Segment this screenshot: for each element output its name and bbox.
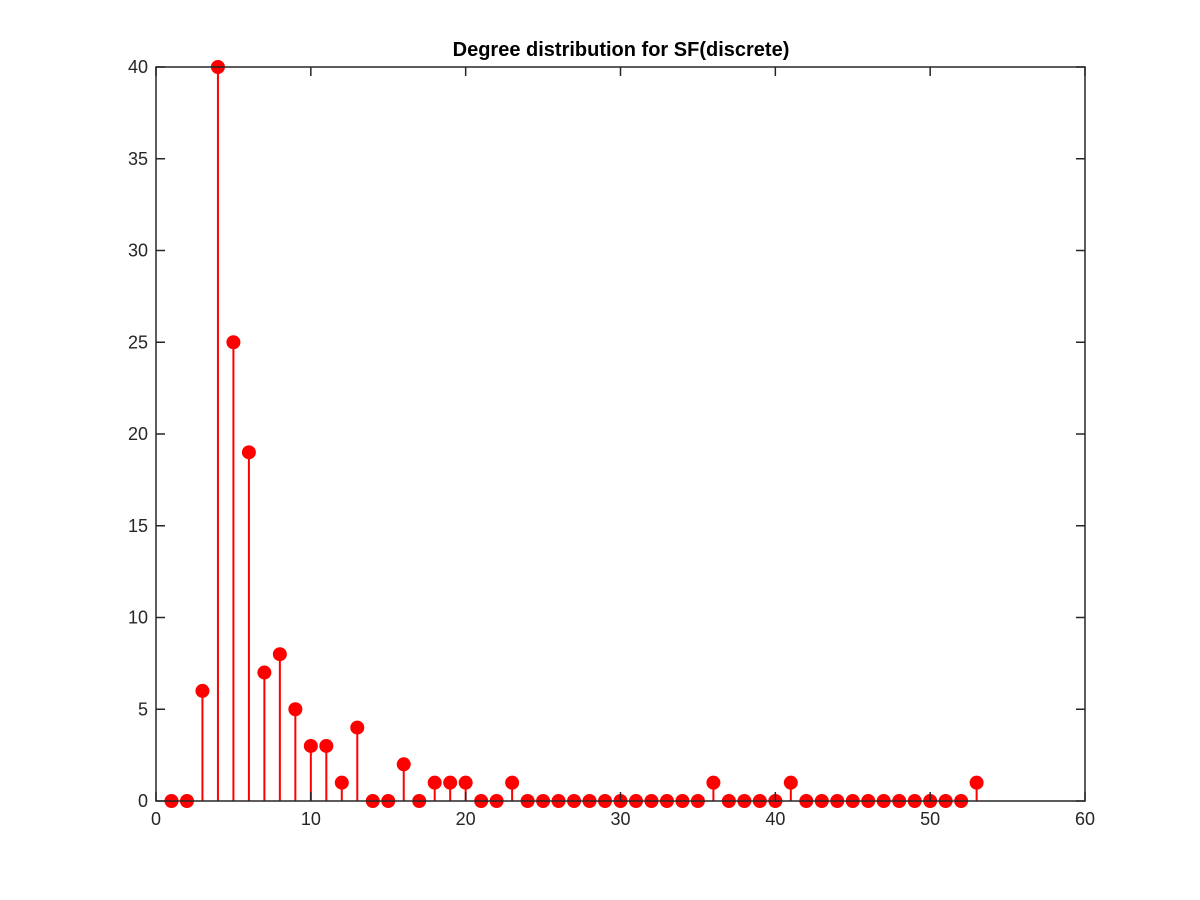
stem-marker	[458, 775, 473, 790]
stem-point	[272, 647, 287, 801]
stem-point	[257, 665, 272, 801]
stem-marker	[226, 335, 241, 350]
stem-point	[427, 775, 442, 801]
stem-marker	[257, 665, 272, 680]
y-tick-label: 20	[128, 424, 148, 444]
stem-point	[443, 775, 458, 801]
chart-title: Degree distribution for SF(discrete)	[453, 39, 790, 61]
x-tick-label: 30	[610, 809, 630, 829]
y-tick-label: 30	[128, 241, 148, 261]
stem-point	[334, 775, 349, 801]
stem-point	[783, 775, 798, 801]
y-tick-label: 40	[128, 57, 148, 77]
stem-marker	[303, 738, 318, 753]
stem-point	[241, 445, 256, 801]
x-tick-label: 60	[1075, 809, 1095, 829]
stem-point	[288, 702, 303, 801]
y-tick-label: 10	[128, 608, 148, 628]
stem-point	[505, 775, 520, 801]
stem-point	[303, 738, 318, 801]
x-tick-label: 50	[920, 809, 940, 829]
stem-marker	[288, 702, 303, 717]
stem-marker	[969, 775, 984, 790]
stem-marker	[706, 775, 721, 790]
x-tick-label: 10	[301, 809, 321, 829]
y-tick-label: 5	[138, 699, 148, 719]
stem-point	[319, 738, 334, 801]
stem-marker	[783, 775, 798, 790]
stem-marker	[241, 445, 256, 460]
x-tick-label: 40	[765, 809, 785, 829]
y-tick-label: 25	[128, 332, 148, 352]
x-tick-label: 0	[151, 809, 161, 829]
stem-marker	[396, 757, 411, 772]
ticks-group: 0 10 20 30 40 50 60 0 5 10 15 20 25 30 35 40	[128, 57, 1095, 829]
stem-point	[195, 683, 210, 801]
stem-point	[226, 335, 241, 801]
stem-marker	[195, 683, 210, 698]
y-tick-label: 35	[128, 149, 148, 169]
stem-marker	[505, 775, 520, 790]
stem-marker	[350, 720, 365, 735]
y-tick-label: 0	[138, 791, 148, 811]
y-tick-label: 15	[128, 516, 148, 536]
stem-point	[350, 720, 365, 801]
stems-group	[164, 60, 984, 808]
plot-area	[156, 67, 1085, 801]
stem-marker	[334, 775, 349, 790]
x-tick-label: 20	[456, 809, 476, 829]
stem-point	[706, 775, 721, 801]
stem-marker	[427, 775, 442, 790]
stem-point	[969, 775, 984, 801]
stem-marker	[443, 775, 458, 790]
stem-marker	[272, 647, 287, 662]
stem-point	[396, 757, 411, 801]
stem-marker	[319, 738, 334, 753]
